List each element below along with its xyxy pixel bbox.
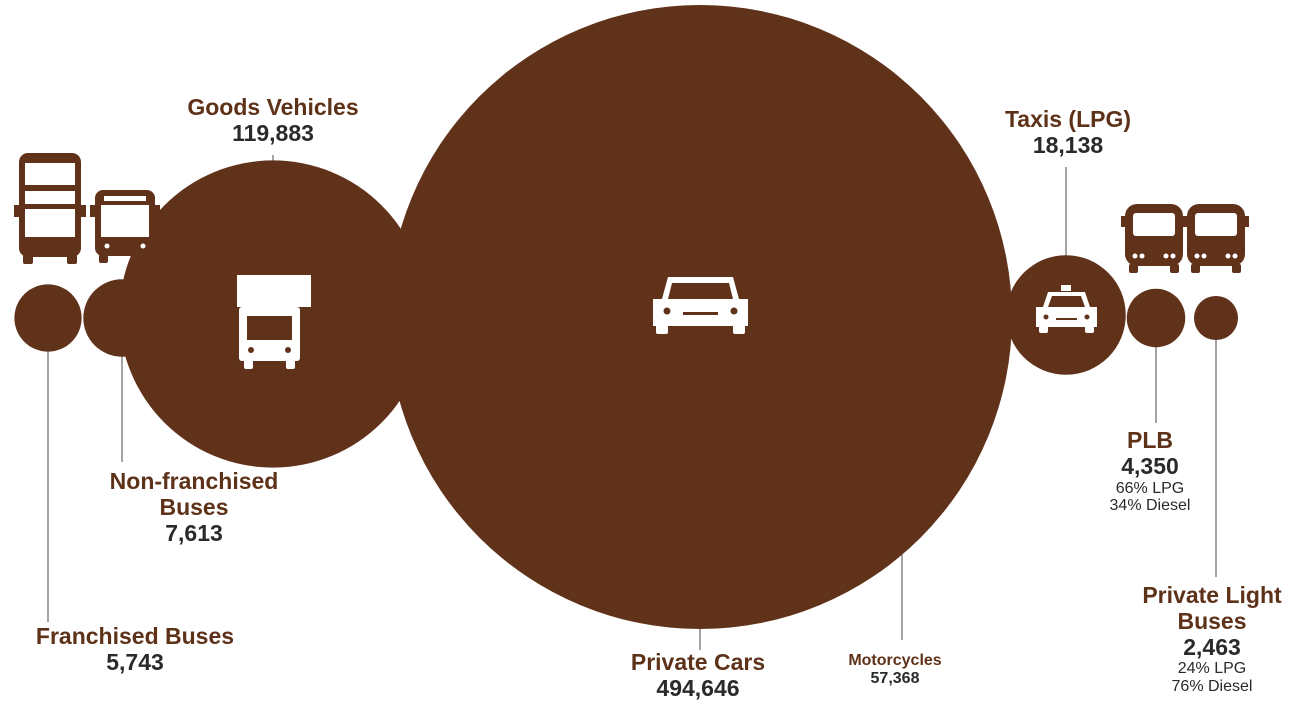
fuel-split-lpg: 66% LPG [1115,479,1185,497]
value-label: 119,883 [232,119,314,146]
value-label: 7,613 [165,519,223,546]
category-label: Goods Vehicles [187,94,359,120]
fuel-split-diesel: 76% Diesel [1171,678,1253,696]
bubble-franchised [14,284,82,352]
label-taxis: Taxis (LPG) 18,138 [968,106,1168,159]
label-private-cars: Private Cars 494,646 [578,649,818,702]
category-label: Private Cars [630,649,766,675]
value-label: 494,646 [656,674,740,701]
category-label: Franchised Buses [35,623,235,649]
minibus-icon [1121,204,1187,273]
label-plb: PLB 4,350 66% LPG 34% Diesel [1070,427,1230,515]
label-non-franchised-buses: Non-franchised Buses 7,613 [74,468,314,546]
category-label: PLB [1127,427,1173,453]
label-goods-vehicles: Goods Vehicles 119,883 [158,94,388,147]
taxi-icon [1036,285,1097,333]
category-label: Taxis (LPG) [1004,106,1132,132]
value-label: 57,368 [870,669,920,687]
label-private-light-buses: Private Light Buses 2,463 24% LPG 76% Di… [1122,582,1302,696]
double-decker-bus-icon [14,153,86,264]
bubble-plb [1126,288,1186,348]
value-label: 18,138 [1032,131,1104,158]
value-label: 5,743 [106,648,164,675]
minibus-icon [1183,204,1249,273]
label-motorcycles: Motorcycles 57,368 [815,652,975,687]
label-franchised-buses: Franchised Buses 5,743 [10,623,260,676]
category-label-line-2: Buses [1177,607,1247,634]
truck-icon [237,275,311,369]
single-deck-bus-icon [90,190,160,263]
category-label: Non-franchised Buses [109,468,279,520]
category-label: Motorcycles [848,652,942,669]
fuel-split-lpg: 24% LPG [1177,660,1247,678]
category-label-line-1: Private Light [1142,582,1282,608]
value-label: 2,463 [1183,633,1241,660]
bubble-plbus [1193,295,1239,341]
car-icon [653,277,748,334]
fuel-split-diesel: 34% Diesel [1109,497,1191,515]
value-label: 4,350 [1121,452,1179,479]
